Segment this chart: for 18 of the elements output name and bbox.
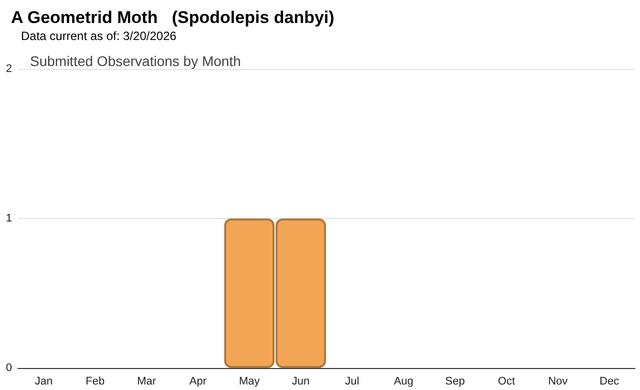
x-tick-label: Dec: [600, 376, 620, 388]
y-tick-label: 2: [6, 63, 12, 75]
x-tick-label: Nov: [548, 376, 568, 388]
x-tick-label: Aug: [394, 376, 414, 388]
x-tick-label: Sep: [445, 376, 465, 388]
chart-title: A Geometrid Moth (Spodolepis danbyi): [11, 8, 334, 27]
x-tick-label: May: [238, 376, 260, 388]
x-tick-label: Jan: [34, 376, 53, 388]
x-tick-label: Oct: [498, 376, 516, 388]
y-tick-label: 1: [6, 212, 12, 224]
chart-subtitle: Data current as of: 3/20/2026: [21, 29, 177, 43]
x-tick-label: Jul: [345, 376, 360, 388]
x-tick-label: Feb: [86, 376, 105, 388]
x-tick-label: Apr: [189, 376, 207, 388]
text: Submitted Observations by Month: [30, 53, 241, 69]
y-tick-label: 0: [6, 362, 12, 374]
x-tick-label: Jun: [292, 376, 310, 388]
x-tick-label: Mar: [137, 376, 156, 388]
